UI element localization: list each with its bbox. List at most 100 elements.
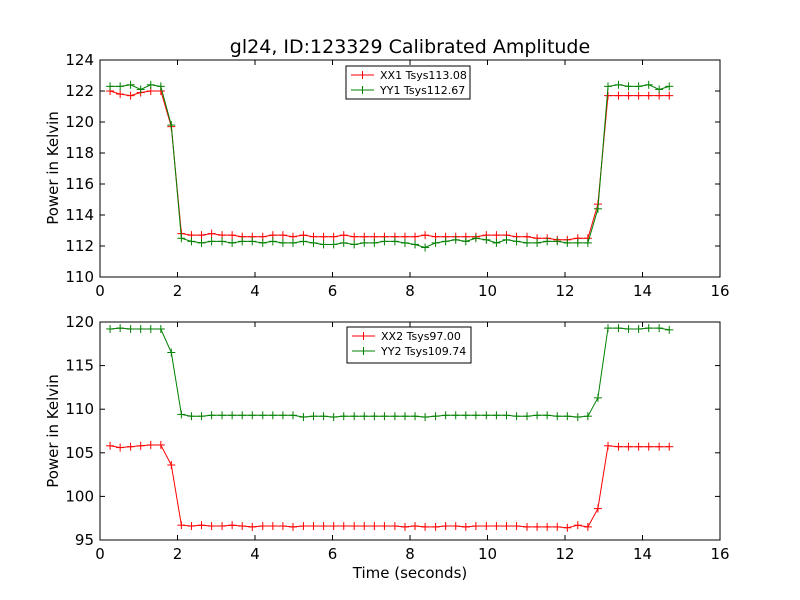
data-point	[116, 82, 125, 91]
data-point	[268, 522, 277, 531]
data-point	[248, 411, 257, 420]
data-point	[604, 91, 613, 100]
data-point	[604, 441, 613, 450]
data-point	[400, 412, 409, 421]
x-tick-label: 8	[405, 282, 415, 300]
data-point	[634, 82, 643, 91]
y-tick-label: 110	[65, 268, 94, 286]
data-point	[655, 85, 664, 94]
bottom-plot-frame	[99, 321, 721, 541]
data-point	[471, 522, 480, 531]
data-point	[604, 82, 613, 91]
data-point	[319, 522, 328, 531]
data-point	[421, 522, 430, 531]
top-legend: XX1 Tsys113.08 YY1 Tsys112.67	[345, 65, 471, 100]
y-tick-label: 118	[65, 144, 94, 162]
data-point	[177, 521, 186, 530]
x-tick-label: 12	[555, 282, 574, 300]
bottom-axis-ticks: 0 2 4 6 8 10 12 14 16 95 100 105 110 115 120	[65, 313, 729, 563]
data-point	[492, 522, 501, 531]
data-point	[197, 231, 206, 240]
x-tick-label: 16	[710, 282, 729, 300]
y-tick-label: 105	[65, 444, 94, 462]
x-tick-label: 2	[173, 545, 183, 563]
data-point	[400, 522, 409, 531]
data-point	[563, 238, 572, 247]
data-point	[167, 121, 176, 130]
data-point	[299, 413, 308, 422]
data-point	[624, 91, 633, 100]
data-point	[309, 238, 318, 247]
data-point	[624, 442, 633, 451]
data-point	[167, 461, 176, 470]
data-point	[278, 238, 287, 247]
bottom-legend: XX2 Tsys97.00 YY2 Tsys109.74	[346, 326, 472, 364]
data-point	[126, 324, 135, 333]
y-tick-label: 120	[65, 313, 94, 331]
data-point	[624, 82, 633, 91]
data-point	[543, 522, 552, 531]
data-point	[350, 232, 359, 241]
data-point	[309, 522, 318, 531]
data-point	[207, 237, 216, 246]
data-point	[614, 91, 623, 100]
top-subplot: gl24, ID:123329 Calibrated Amplitude Pow…	[44, 36, 730, 300]
data-point	[644, 324, 653, 333]
data-point	[614, 324, 623, 333]
data-point	[106, 441, 115, 450]
data-point	[482, 411, 491, 420]
data-point	[451, 411, 460, 420]
y-tick-label: 120	[65, 113, 94, 131]
data-point	[177, 234, 186, 243]
legend-frame	[345, 65, 471, 100]
data-point	[339, 231, 348, 240]
data-point	[533, 411, 542, 420]
data-point	[665, 91, 674, 100]
data-point	[329, 240, 338, 249]
data-point	[156, 440, 165, 449]
y-tick-label: 110	[65, 400, 94, 418]
data-point	[634, 91, 643, 100]
y-tick-label: 115	[65, 357, 94, 375]
data-point	[329, 232, 338, 241]
data-point	[400, 238, 409, 247]
y-tick-label: 116	[65, 175, 94, 193]
data-point	[329, 413, 338, 422]
data-point	[655, 442, 664, 451]
data-point	[146, 440, 155, 449]
data-point	[441, 522, 450, 531]
data-point	[156, 82, 165, 91]
data-point	[644, 91, 653, 100]
data-point	[146, 324, 155, 333]
data-point	[614, 442, 623, 451]
data-point	[116, 324, 125, 333]
data-point	[665, 82, 674, 91]
x-tick-label: 8	[405, 545, 415, 563]
top-y-axis-label: Power in Kelvin	[44, 111, 62, 225]
data-point	[451, 522, 460, 531]
data-point	[350, 522, 359, 531]
data-point	[512, 522, 521, 531]
data-point	[563, 523, 572, 532]
data-point	[411, 232, 420, 241]
data-point	[431, 412, 440, 421]
data-point	[553, 412, 562, 421]
data-point	[319, 412, 328, 421]
data-point	[299, 237, 308, 246]
x-tick-label: 2	[173, 282, 183, 300]
data-point	[218, 411, 227, 420]
data-point	[390, 412, 399, 421]
data-point	[187, 522, 196, 531]
data-point	[278, 411, 287, 420]
data-point	[593, 204, 602, 213]
data-point	[665, 325, 674, 334]
data-point	[390, 522, 399, 531]
data-point	[207, 229, 216, 238]
y-tick-label: 95	[75, 531, 94, 549]
data-point	[593, 393, 602, 402]
data-point	[573, 413, 582, 422]
x-tick-label: 4	[250, 282, 260, 300]
data-point	[461, 237, 470, 246]
data-point	[634, 324, 643, 333]
